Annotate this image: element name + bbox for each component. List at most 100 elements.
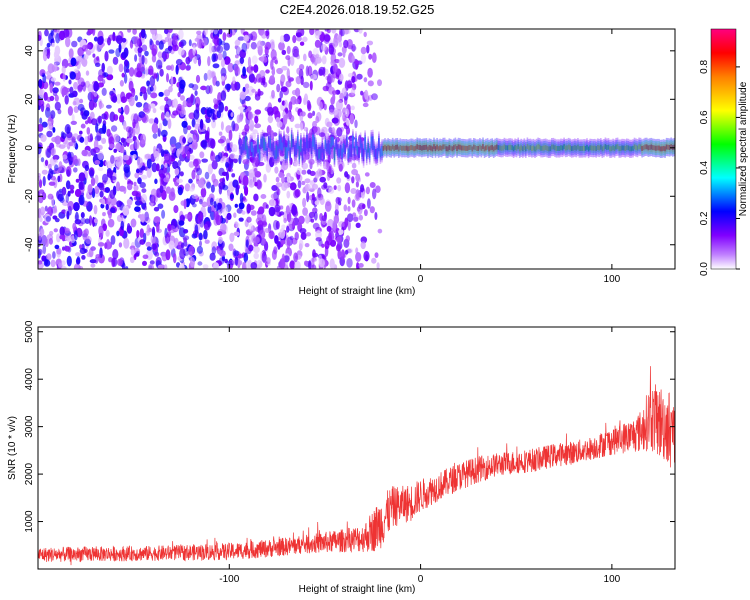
- noise-cell: [53, 50, 60, 59]
- noise-cell: [52, 215, 58, 220]
- noise-cell: [54, 164, 59, 172]
- signal-cell: [320, 148, 322, 160]
- signal-cell: [466, 145, 469, 151]
- signal-cell: [350, 144, 353, 158]
- signal-cell: [358, 146, 360, 158]
- noise-cell: [46, 130, 53, 138]
- signal-cell: [619, 139, 622, 158]
- signal-cell: [593, 145, 596, 151]
- signal-cell: [399, 138, 402, 157]
- noise-cell: [256, 40, 263, 51]
- noise-cell: [250, 41, 257, 50]
- noise-cell: [42, 244, 47, 255]
- signal-cell: [502, 143, 504, 153]
- signal-cell: [243, 138, 245, 151]
- noise-cell: [271, 185, 278, 191]
- signal-cell: [489, 141, 492, 155]
- signal-cell: [569, 140, 571, 155]
- signal-cell: [515, 139, 518, 158]
- signal-cell: [653, 138, 656, 157]
- signal-cell: [278, 135, 281, 149]
- signal-cell: [560, 143, 562, 153]
- noise-cell: [331, 127, 336, 138]
- signal-cell: [298, 145, 301, 160]
- signal-cell: [480, 143, 483, 153]
- noise-cell: [260, 31, 267, 39]
- noise-cell: [375, 185, 381, 193]
- signal-cell: [284, 140, 287, 166]
- noise-cell: [302, 154, 307, 163]
- noise-cell: [356, 73, 363, 80]
- signal-cell: [653, 141, 656, 155]
- signal-cell: [304, 139, 307, 157]
- signal-cell: [607, 138, 610, 157]
- signal-cell: [451, 139, 454, 158]
- signal-cell: [330, 134, 333, 150]
- signal-cell: [541, 143, 544, 153]
- signal-cell: [306, 128, 308, 155]
- signal-cell: [264, 137, 267, 156]
- signal-cell: [251, 137, 253, 157]
- signal-cell: [538, 144, 541, 150]
- noise-cell: [128, 80, 134, 92]
- signal-cell: [257, 139, 259, 153]
- noise-cell: [80, 123, 86, 129]
- noise-cell: [78, 194, 85, 206]
- signal-cell: [398, 146, 400, 152]
- noise-cell: [307, 103, 312, 112]
- signal-cell: [274, 145, 276, 164]
- signal-cell: [440, 143, 443, 153]
- noise-cell: [265, 69, 270, 74]
- signal-cell: [370, 132, 373, 153]
- signal-cell: [609, 144, 611, 154]
- signal-cell: [531, 143, 533, 154]
- signal-cell: [638, 137, 640, 156]
- signal-cell: [500, 143, 503, 153]
- noise-cell: [54, 94, 59, 102]
- noise-cell: [296, 167, 303, 175]
- signal-cell: [390, 139, 392, 158]
- noise-cell: [346, 80, 353, 89]
- noise-cell: [232, 76, 236, 84]
- signal-cell: [320, 146, 322, 162]
- noise-cell: [105, 229, 110, 237]
- signal-cell: [407, 141, 409, 156]
- signal-cell: [618, 146, 620, 152]
- signal-cell: [488, 142, 490, 156]
- noise-cell: [253, 246, 260, 254]
- signal-cell: [639, 144, 642, 150]
- signal-cell: [645, 137, 648, 156]
- noise-cell: [74, 188, 82, 198]
- noise-cell: [204, 239, 210, 244]
- signal-cell: [486, 138, 489, 157]
- signal-cell: [238, 137, 241, 152]
- signal-cell: [339, 138, 342, 163]
- signal-cell: [586, 142, 588, 152]
- signal-cell: [404, 145, 406, 151]
- noise-cell: [320, 44, 327, 52]
- noise-cell: [234, 64, 239, 74]
- signal-cell: [567, 140, 570, 154]
- signal-cell: [558, 146, 561, 151]
- colorbar-tick-label: 0.8: [699, 60, 710, 74]
- noise-cell: [336, 127, 343, 137]
- signal-cell: [502, 141, 504, 155]
- signal-cell: [610, 144, 613, 154]
- signal-cell: [477, 139, 480, 158]
- signal-cell: [636, 145, 639, 151]
- signal-cell: [333, 144, 336, 163]
- signal-cell: [419, 142, 421, 153]
- signal-cell: [552, 144, 555, 150]
- signal-cell: [292, 136, 294, 150]
- signal-cell: [626, 145, 628, 151]
- signal-cell: [580, 139, 582, 158]
- noise-cell: [344, 182, 351, 194]
- signal-cell: [436, 144, 438, 150]
- noise-cell: [178, 220, 185, 226]
- signal-cell: [368, 148, 371, 158]
- signal-cell: [496, 142, 498, 152]
- signal-cell: [563, 142, 565, 152]
- signal-cell: [313, 130, 316, 157]
- signal-cell: [254, 138, 256, 164]
- figure-title: C2E4.2026.018.19.52.G25: [280, 2, 435, 17]
